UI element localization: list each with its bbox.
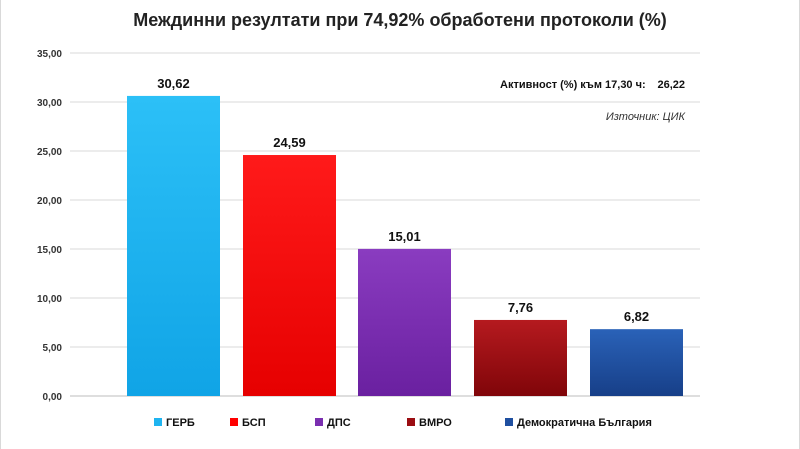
y-tick-label: 25,00 — [37, 147, 62, 158]
y-tick-label: 20,00 — [37, 196, 62, 207]
legend-label: ГЕРБ — [166, 417, 195, 429]
bar — [358, 248, 451, 396]
y-tick-label: 30,00 — [37, 98, 62, 109]
legend-label: ВМРО — [419, 417, 452, 429]
data-label: 30,62 — [157, 76, 190, 91]
legend-swatch — [315, 418, 323, 426]
bar — [243, 155, 336, 396]
legend-swatch — [230, 418, 238, 426]
bar — [127, 95, 220, 396]
turnout-value: 26,22 — [657, 79, 685, 91]
legend-swatch — [407, 418, 415, 426]
bar — [474, 319, 567, 396]
data-label: 24,59 — [273, 135, 306, 150]
legend-label: Демократична България — [517, 417, 652, 429]
y-tick-label: 15,00 — [37, 245, 62, 256]
y-tick-label: 35,00 — [37, 49, 62, 60]
y-tick-label: 5,00 — [43, 343, 63, 354]
legend-swatch — [505, 418, 513, 426]
chart-title: Междинни резултати при 74,92% обработени… — [133, 10, 667, 30]
y-tick-label: 10,00 — [37, 294, 62, 305]
bar — [590, 329, 683, 396]
legend-label: ДПС — [327, 417, 351, 429]
data-label: 15,01 — [388, 229, 421, 244]
legend-swatch — [154, 418, 162, 426]
legend-label: БСП — [242, 417, 266, 429]
y-tick-label: 0,00 — [43, 392, 63, 403]
source-note: Източник: ЦИК — [606, 111, 686, 123]
data-label: 6,82 — [624, 309, 649, 324]
turnout-label: Активност (%) към 17,30 ч: — [500, 79, 646, 91]
data-label: 7,76 — [508, 300, 533, 315]
